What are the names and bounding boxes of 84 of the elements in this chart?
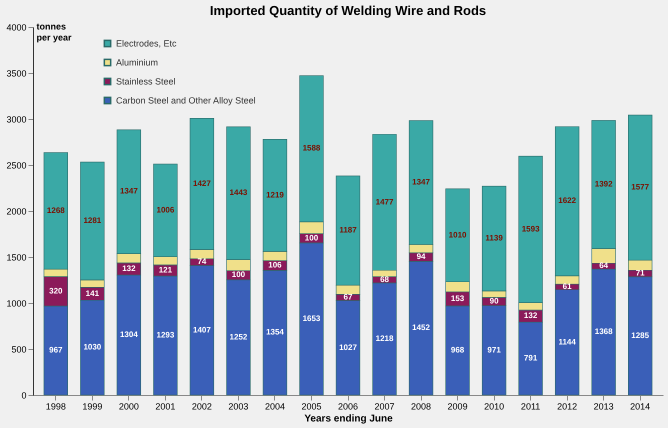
- data-label: 1030: [83, 342, 102, 352]
- data-label: 67: [344, 292, 353, 302]
- data-label: 121: [158, 265, 173, 274]
- x-tick-label: 2003: [228, 402, 248, 412]
- chart-title: Imported Quantity of Welding Wire and Rods: [210, 3, 486, 18]
- data-label: 971: [487, 345, 502, 354]
- data-label: 100: [232, 270, 246, 280]
- x-tick-label: 1999: [82, 402, 102, 412]
- data-label: 61: [562, 282, 572, 291]
- data-label: 1392: [594, 180, 614, 189]
- data-label: 1653: [302, 314, 321, 323]
- x-axis-title: Years ending June: [304, 414, 394, 424]
- data-label: 68: [380, 274, 390, 284]
- data-label: 320: [49, 286, 64, 296]
- data-label: 1027: [339, 342, 358, 352]
- x-tick-label: 2000: [118, 402, 139, 412]
- data-label: 1285: [631, 330, 650, 340]
- x-tick-label: 2013: [594, 402, 614, 412]
- data-label: 100: [304, 233, 319, 242]
- data-label: 1187: [339, 226, 358, 235]
- data-label: 74: [197, 257, 207, 266]
- y-tick-label: 0: [21, 390, 26, 400]
- x-tick-label: 2001: [155, 402, 176, 412]
- y-tick-label: 3000: [6, 114, 26, 124]
- data-label: 1577: [631, 182, 650, 192]
- x-tick-label: 1998: [46, 402, 66, 412]
- data-label: 1219: [266, 190, 284, 200]
- x-tick-label: 2009: [448, 402, 468, 412]
- x-tick-label: 2012: [557, 402, 578, 412]
- y-tick-label: 1500: [6, 252, 26, 262]
- y-tick-label: 2500: [6, 160, 26, 170]
- y-tick-label: 4000: [6, 22, 26, 32]
- x-tick-label: 2014: [630, 402, 650, 412]
- y-tick-label: 2000: [6, 206, 26, 216]
- data-label: 1218: [376, 334, 394, 343]
- legend-label: Electrodes, Etc: [116, 38, 178, 48]
- data-label: 1407: [193, 325, 212, 334]
- data-label: 1427: [193, 178, 212, 188]
- data-label: 1144: [558, 337, 576, 346]
- x-tick-label: 2010: [484, 402, 504, 412]
- data-label: 1252: [230, 332, 248, 342]
- data-label: 153: [450, 294, 465, 303]
- x-tick-label: 2011: [520, 402, 540, 412]
- data-label: 71: [636, 268, 646, 278]
- legend-label: Stainless Steel: [116, 76, 176, 86]
- data-label: 132: [524, 311, 538, 320]
- x-tick-label: 2004: [264, 402, 285, 412]
- data-label: 1010: [448, 230, 468, 240]
- data-label: 1443: [230, 188, 248, 198]
- x-tick-label: 2006: [338, 402, 358, 412]
- data-label: 1281: [83, 216, 102, 225]
- data-label: 141: [86, 288, 100, 298]
- data-label: 1268: [46, 206, 66, 215]
- data-label: 1477: [376, 197, 394, 206]
- data-label: 791: [524, 354, 538, 363]
- y-tick-label: 3500: [6, 68, 26, 78]
- data-label: 1006: [156, 205, 175, 214]
- data-label: 1347: [412, 178, 430, 187]
- x-tick-label: 2005: [301, 402, 322, 412]
- data-label: 90: [490, 296, 500, 306]
- data-label: 94: [416, 252, 426, 262]
- data-label: 967: [49, 346, 64, 355]
- data-label: 1139: [485, 234, 504, 243]
- data-label: 1293: [156, 330, 175, 340]
- legend-label: Aluminium: [116, 58, 158, 68]
- data-label: 106: [268, 260, 282, 270]
- legend-label: Carbon Steel and Other Alloy Steel: [116, 96, 256, 106]
- data-label: 1588: [302, 144, 321, 153]
- data-label: 1304: [120, 330, 138, 340]
- data-label: 64: [599, 261, 609, 270]
- x-tick-label: 2002: [192, 402, 212, 412]
- y-tick-label: 1000: [6, 298, 26, 308]
- data-label: 1354: [266, 328, 284, 337]
- data-label: 1368: [594, 327, 614, 336]
- data-label: 1452: [412, 323, 430, 332]
- x-tick-label: 2007: [374, 402, 395, 412]
- data-label: 132: [122, 264, 136, 273]
- y-tick-label: 500: [11, 344, 26, 354]
- data-label: 968: [450, 345, 465, 354]
- y-axis-title: tonnes per year: [36, 22, 72, 42]
- data-label: 1347: [120, 186, 138, 196]
- data-label: 1593: [522, 224, 540, 234]
- data-label: 1622: [558, 196, 577, 206]
- x-tick-label: 2008: [411, 402, 432, 412]
